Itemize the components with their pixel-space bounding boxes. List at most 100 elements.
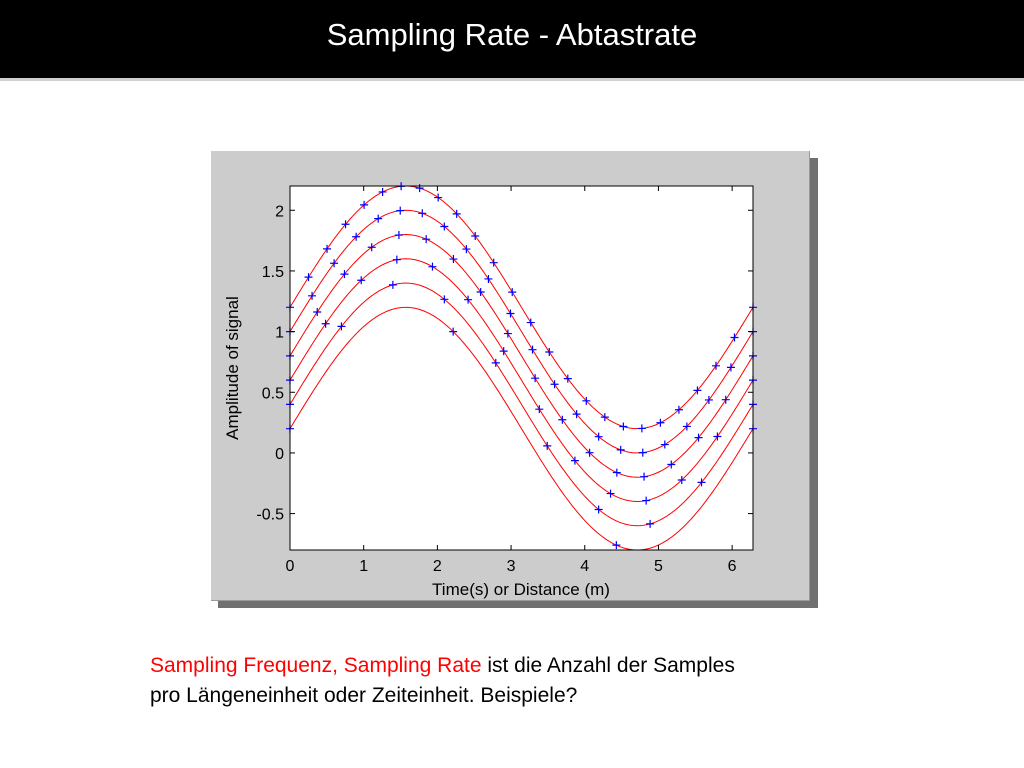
x-tick-label: 5 — [654, 558, 663, 575]
sample-point-s5-21 — [726, 363, 735, 372]
sample-point-s5-8 — [440, 222, 449, 231]
sample-point-s6-12 — [489, 258, 498, 267]
sample-point-s2-7 — [594, 505, 603, 514]
title-bar: Sampling Rate - Abtastrate — [0, 0, 1024, 78]
sample-point-s6-11 — [471, 232, 480, 241]
sample-point-s3-2 — [321, 319, 330, 328]
sample-point-s1-2 — [449, 327, 458, 336]
sample-point-s6-22 — [674, 405, 683, 414]
sample-point-s4-14 — [640, 472, 649, 481]
sample-point-s3-12 — [677, 475, 686, 484]
sample-point-s5-16 — [616, 445, 625, 454]
x-tick-label: 0 — [286, 558, 295, 575]
sample-point-s3-4 — [392, 255, 401, 264]
sample-point-s6-15 — [545, 348, 554, 357]
plot-area — [290, 186, 753, 550]
sample-point-s6-20 — [637, 424, 646, 433]
sample-point-s2-5 — [491, 358, 500, 367]
x-tick-label: 1 — [359, 558, 368, 575]
sample-point-s5-6 — [396, 206, 405, 215]
sample-point-s4-7 — [449, 255, 458, 264]
sample-point-s6-16 — [563, 374, 572, 383]
y-tick-label: -0.5 — [256, 507, 284, 524]
sample-point-s4-8 — [476, 287, 485, 296]
y-axis-label: Amplitude of signal — [223, 296, 242, 440]
sample-point-s4-4 — [367, 243, 376, 252]
sample-point-s5-17 — [638, 448, 647, 457]
sample-point-s5-11 — [506, 309, 515, 318]
x-tick-label: 3 — [507, 558, 516, 575]
sample-point-s6-23 — [693, 386, 702, 395]
sample-point-s4-3 — [340, 270, 349, 279]
sample-point-s4-6 — [422, 235, 431, 244]
sample-point-s4-16 — [694, 433, 703, 442]
sample-point-s4-9 — [503, 329, 512, 338]
sample-point-s6-3 — [323, 244, 332, 253]
sample-point-s4-10 — [531, 374, 540, 383]
series-line-2 — [289, 282, 754, 527]
sample-point-s2-6 — [543, 441, 552, 450]
sample-point-s2-3 — [388, 280, 397, 289]
caption-rest-line1: ist die Anzahl der Samples — [481, 654, 735, 677]
sample-point-s3-13 — [713, 432, 722, 441]
sample-point-s4-5 — [394, 231, 403, 240]
sample-point-s2-9 — [697, 478, 706, 487]
sample-point-s2-8 — [646, 519, 655, 528]
y-tick-label: 0 — [275, 446, 284, 463]
sample-point-s2-2 — [337, 322, 346, 331]
sample-point-s6-10 — [452, 209, 461, 218]
ticks-layer: 0 1 2 3 4 5 6 -0.5 0 0.5 1 1.5 2 — [256, 186, 753, 575]
sample-point-s4-15 — [667, 460, 676, 469]
sample-point-s5-14 — [572, 410, 581, 419]
sample-point-s3-3 — [357, 276, 366, 285]
series-line-1 — [289, 306, 754, 551]
sample-point-s4-13 — [612, 468, 621, 477]
sample-point-s3-10 — [606, 489, 615, 498]
y-tick-label: 0.5 — [262, 385, 284, 402]
sample-point-s4-12 — [585, 448, 594, 457]
sample-point-s5-2 — [308, 291, 317, 300]
sample-point-s5-20 — [704, 395, 713, 404]
series-line-4 — [289, 234, 754, 478]
x-tick-label: 6 — [728, 558, 737, 575]
sample-point-s6-8 — [415, 184, 424, 193]
y-tick-label: 2 — [275, 203, 284, 220]
sample-point-s5-15 — [594, 432, 603, 441]
sample-point-s5-12 — [528, 345, 537, 354]
y-tick-label: 1 — [275, 325, 284, 342]
sample-point-s1-3 — [612, 541, 621, 550]
caption: Sampling Frequenz, Sampling Rate ist die… — [150, 651, 910, 711]
sample-point-s6-5 — [360, 200, 369, 209]
x-tick-label: 2 — [433, 558, 442, 575]
sample-point-s6-18 — [600, 413, 609, 422]
sample-point-s6-2 — [304, 273, 313, 282]
sample-point-s5-19 — [682, 422, 691, 431]
series-line-3 — [289, 258, 754, 502]
sample-point-s6-4 — [341, 220, 350, 229]
sample-point-s3-5 — [428, 262, 437, 271]
sample-point-s6-9 — [434, 193, 443, 202]
x-tick-label: 4 — [580, 558, 589, 575]
sample-point-s5-18 — [660, 440, 669, 449]
sample-point-s6-19 — [619, 422, 628, 431]
slide-title: Sampling Rate - Abtastrate — [326, 17, 698, 52]
sample-point-s2-4 — [440, 295, 449, 304]
sine-sampling-chart: 0 1 2 3 4 5 6 -0.5 0 0.5 1 1.5 2 Time(s) or Distance… — [223, 182, 757, 599]
sample-point-s4-2 — [313, 308, 322, 317]
sample-point-s6-24 — [711, 361, 720, 370]
sample-point-s6-25 — [730, 333, 739, 342]
sample-point-s5-3 — [330, 259, 339, 268]
y-tick-label: 1.5 — [262, 264, 284, 281]
sample-point-s5-9 — [462, 245, 471, 254]
sample-point-s6-17 — [582, 396, 591, 405]
sample-point-s6-21 — [656, 418, 665, 427]
sample-point-s3-8 — [535, 405, 544, 414]
sample-point-s5-7 — [418, 209, 427, 218]
caption-highlight: Sampling Frequenz, Sampling Rate — [150, 654, 482, 677]
plot-frame — [289, 185, 754, 551]
sample-point-s3-9 — [570, 456, 579, 465]
sample-point-s5-5 — [374, 214, 383, 223]
sample-point-s6-6 — [378, 187, 387, 196]
curves-layer — [289, 185, 754, 551]
sample-point-s5-10 — [484, 274, 493, 283]
